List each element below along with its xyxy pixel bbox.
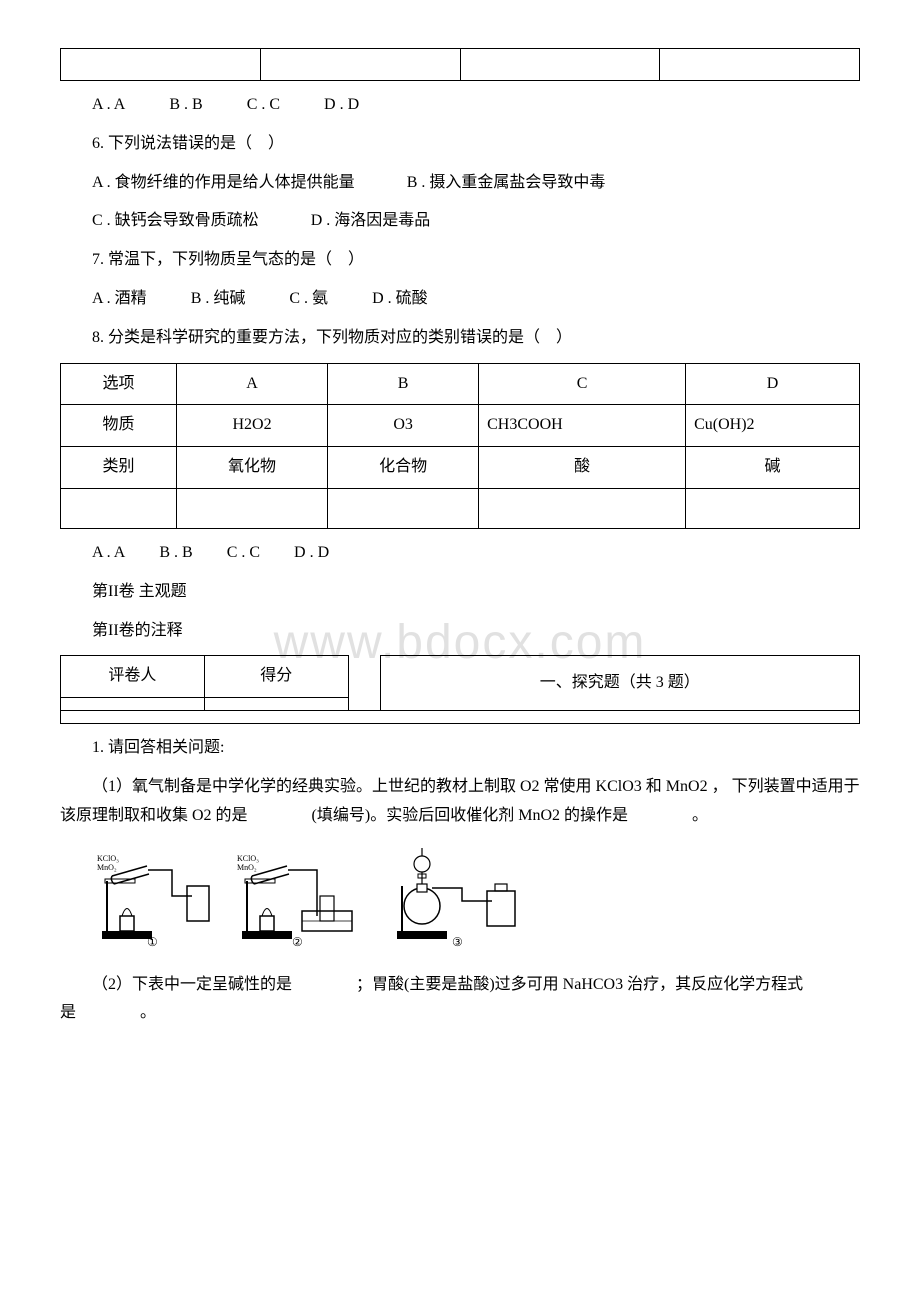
table-cell: 化合物 <box>328 447 479 489</box>
q6-options-row1: A . 食物纤维的作用是给人体提供能量 B . 摄入重金属盐会导致中毒 <box>60 169 860 198</box>
table-cell: 类别 <box>61 447 177 489</box>
option-a: A . A <box>92 544 125 561</box>
spacer <box>348 698 380 711</box>
label-num1: ① <box>147 935 158 949</box>
table-cell <box>61 49 261 81</box>
scorer-cell <box>61 698 205 711</box>
apparatus-1: KClO₃ MnO₂ ① <box>97 854 209 949</box>
option-d: D . D <box>324 96 359 113</box>
section-part-title: 一、探究题（共 3 题） <box>380 656 859 711</box>
option-c: C . C <box>247 96 280 113</box>
option-d: D . 海洛因是毒品 <box>311 212 431 229</box>
table-cell <box>460 49 660 81</box>
table-cell: O3 <box>328 405 479 447</box>
table-header: 选项 <box>61 363 177 405</box>
q8-options: A . A B . B C . C D . D <box>60 539 860 568</box>
option-a: A . 食物纤维的作用是给人体提供能量 <box>92 174 355 191</box>
table-cell: CH3COOH <box>479 405 686 447</box>
section2-note: 第II卷的注释 <box>60 617 860 646</box>
chemistry-apparatus-diagram: KClO₃ MnO₂ ① KClO₃ <box>92 846 860 956</box>
score-header: 得分 <box>204 656 348 698</box>
table-cell: 碱 <box>686 447 860 489</box>
scorer-header: 评卷人 <box>61 656 205 698</box>
iq1-p2: （2）下表中一定呈碱性的是 ；胃酸(主要是盐酸)过多可用 NaHCO3 治疗，其… <box>60 971 860 1029</box>
option-c: C . C <box>227 544 260 561</box>
table-cell: 酸 <box>479 447 686 489</box>
score-table: 评卷人 得分 一、探究题（共 3 题） <box>60 655 860 724</box>
q7-options: A . 酒精 B . 纯碱 C . 氨 D . 硫酸 <box>60 285 860 314</box>
label-kclo3: KClO₃ <box>97 854 119 863</box>
spacer <box>348 656 380 698</box>
label-mno2: MnO₂ <box>237 863 257 872</box>
table-header: C <box>479 363 686 405</box>
page-content: A . A B . B C . C D . D 6. 下列说法错误的是（ ） A… <box>60 48 860 1028</box>
apparatus-3: ③ <box>397 848 515 949</box>
q6-stem: 6. 下列说法错误的是（ ） <box>60 130 860 159</box>
q7-stem: 7. 常温下，下列物质呈气态的是（ ） <box>60 246 860 275</box>
table-cell <box>61 488 177 528</box>
table-cell: H2O2 <box>177 405 328 447</box>
option-a: A . A <box>92 96 125 113</box>
option-b: B . 摄入重金属盐会导致中毒 <box>407 174 606 191</box>
q5-table-tail <box>60 48 860 81</box>
option-a: A . 酒精 <box>92 290 147 307</box>
option-b: B . B <box>159 544 192 561</box>
table-cell: 物质 <box>61 405 177 447</box>
table-cell <box>328 488 479 528</box>
label-num3: ③ <box>452 935 463 949</box>
table-cell <box>61 711 860 724</box>
table-header: D <box>686 363 860 405</box>
label-kclo3: KClO₃ <box>237 854 259 863</box>
table-header: B <box>328 363 479 405</box>
option-b: B . 纯碱 <box>191 290 246 307</box>
q8-table: 选项 A B C D 物质 H2O2 O3 CH3COOH Cu(OH)2 类别… <box>60 363 860 529</box>
option-b: B . B <box>169 96 202 113</box>
option-c: C . 氨 <box>289 290 328 307</box>
option-c: C . 缺钙会导致骨质疏松 <box>92 212 259 229</box>
table-cell <box>660 49 860 81</box>
q8-stem: 8. 分类是科学研究的重要方法，下列物质对应的类别错误的是（ ） <box>60 324 860 353</box>
iq1-stem: 1. 请回答相关问题: <box>60 734 860 763</box>
option-d: D . D <box>294 544 329 561</box>
table-cell <box>177 488 328 528</box>
iq1-p1: （1）氧气制备是中学化学的经典实验。上世纪的教材上制取 O2 常使用 KClO3… <box>60 773 860 831</box>
table-cell <box>479 488 686 528</box>
q5-options: A . A B . B C . C D . D <box>60 91 860 120</box>
label-num2: ② <box>292 935 303 949</box>
table-header: A <box>177 363 328 405</box>
table-cell <box>260 49 460 81</box>
apparatus-svg: KClO₃ MnO₂ ① KClO₃ <box>92 846 572 956</box>
apparatus-2: KClO₃ MnO₂ ② <box>237 854 352 949</box>
label-mno2: MnO₂ <box>97 863 117 872</box>
table-cell <box>686 488 860 528</box>
option-d: D . 硫酸 <box>372 290 428 307</box>
table-cell: Cu(OH)2 <box>686 405 860 447</box>
q6-options-row2: C . 缺钙会导致骨质疏松 D . 海洛因是毒品 <box>60 207 860 236</box>
section2-title: 第II卷 主观题 <box>60 578 860 607</box>
score-cell <box>204 698 348 711</box>
table-cell: 氧化物 <box>177 447 328 489</box>
